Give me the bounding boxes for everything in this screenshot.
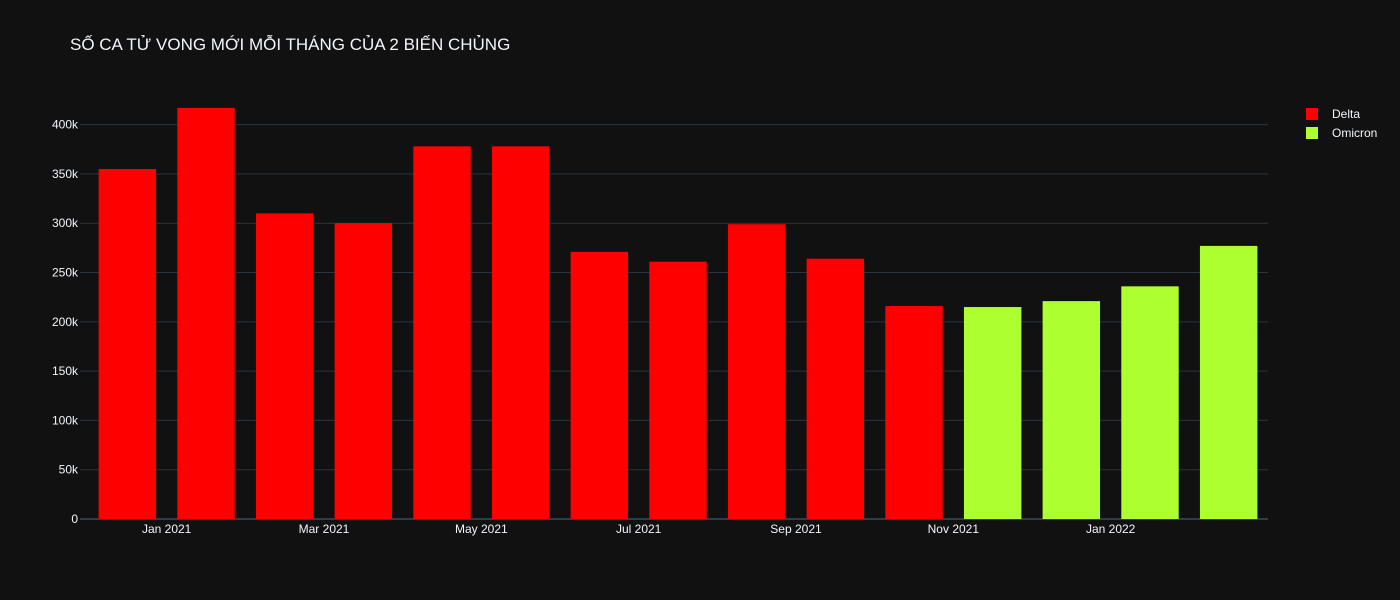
y-tick-label: 350k [52, 167, 79, 181]
bar-delta[interactable] [491, 146, 550, 519]
bar-delta[interactable] [255, 213, 314, 519]
bar-delta[interactable] [649, 261, 707, 519]
y-tick-label: 200k [52, 315, 79, 329]
x-tick-label: Sep 2021 [770, 522, 822, 536]
bar-delta[interactable] [98, 169, 157, 519]
bar-delta[interactable] [806, 258, 865, 519]
y-tick-label: 400k [52, 118, 79, 132]
y-tick-label: 50k [59, 463, 79, 477]
bar-delta[interactable] [334, 223, 393, 519]
x-tick-label: Mar 2021 [299, 522, 350, 536]
bars [98, 107, 1258, 520]
y-tick-label: 100k [52, 413, 79, 427]
chart-title: SỐ CA TỬ VONG MỚI MỖI THÁNG CỦA 2 BIẾN C… [70, 34, 510, 54]
bar-omicron[interactable] [1199, 245, 1258, 519]
y-tick-label: 150k [52, 364, 79, 378]
bar-omicron[interactable] [1042, 301, 1101, 519]
bar-delta[interactable] [727, 224, 786, 519]
x-tick-label: Jan 2021 [142, 522, 192, 536]
bar-omicron[interactable] [963, 307, 1022, 519]
legend-label-omicron[interactable]: Omicron [1332, 126, 1377, 140]
bar-omicron[interactable] [1121, 286, 1179, 519]
y-tick-label: 300k [52, 216, 79, 230]
x-tick-label: Nov 2021 [928, 522, 980, 536]
x-tick-label: Jul 2021 [616, 522, 662, 536]
x-axis-ticks: Jan 2021 Mar 2021 May 2021 Jul 2021 Sep 2021… [142, 522, 1136, 536]
y-tick-label: 0 [71, 512, 78, 526]
legend-swatch-omicron[interactable] [1306, 127, 1318, 139]
legend-label-delta[interactable]: Delta [1332, 107, 1360, 121]
bar-delta[interactable] [177, 107, 235, 520]
y-axis-ticks: 0 50k 100k 150k 200k 250k 300k 350k 400k [52, 118, 79, 526]
bar-delta[interactable] [413, 146, 471, 519]
legend: Delta Omicron [1306, 107, 1377, 140]
x-tick-label: Jan 2022 [1086, 522, 1136, 536]
bar-delta[interactable] [885, 306, 943, 519]
bar-delta[interactable] [570, 251, 629, 520]
y-tick-label: 250k [52, 266, 79, 280]
x-tick-label: May 2021 [455, 522, 508, 536]
legend-swatch-delta[interactable] [1306, 108, 1318, 120]
